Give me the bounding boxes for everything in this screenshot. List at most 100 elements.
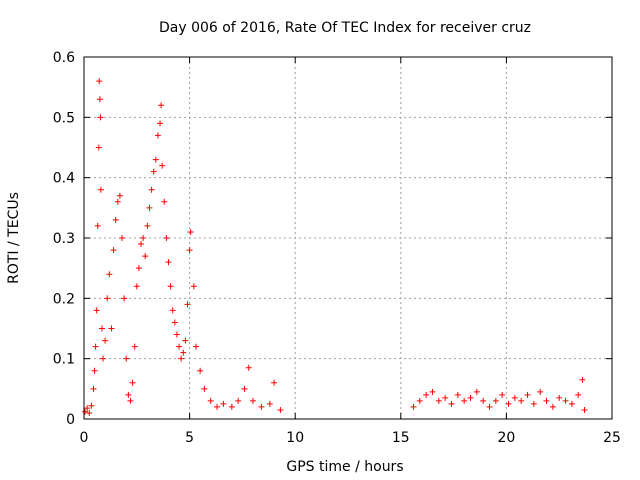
data-point — [518, 397, 525, 404]
data-point — [96, 96, 103, 103]
data-point — [258, 403, 265, 410]
y-tick-label: 0.6 — [53, 50, 75, 66]
x-tick-label: 20 — [497, 430, 515, 446]
data-point — [486, 403, 493, 410]
data-point — [93, 307, 100, 314]
y-axis-ticks: 0 0.1 0.2 0.3 0.4 0.5 0.6 — [53, 50, 612, 428]
data-point — [114, 198, 121, 205]
x-tick-label: 10 — [286, 430, 304, 446]
x-tick-label: 5 — [185, 430, 194, 446]
data-point — [106, 271, 113, 278]
data-point — [530, 400, 537, 407]
data-point — [150, 168, 157, 175]
data-point — [235, 397, 242, 404]
y-axis-label: ROTI / TECUs — [6, 192, 22, 284]
data-point — [207, 397, 214, 404]
data-point — [461, 397, 468, 404]
data-point — [82, 408, 89, 415]
data-point — [159, 162, 166, 169]
data-point — [201, 385, 208, 392]
data-point — [249, 397, 256, 404]
data-point — [148, 186, 155, 193]
data-point — [568, 400, 575, 407]
y-tick-label: 0.1 — [53, 352, 75, 368]
data-point — [171, 319, 178, 326]
data-point — [184, 301, 191, 308]
chart-title: Day 006 of 2016, Rate Of TEC Index for r… — [159, 20, 531, 36]
data-point — [127, 397, 134, 404]
data-point — [182, 337, 189, 344]
data-point — [154, 132, 161, 139]
data-point — [158, 102, 165, 109]
data-point — [429, 388, 436, 395]
data-point — [142, 253, 149, 260]
data-point — [186, 247, 193, 254]
data-point — [178, 355, 185, 362]
data-point — [144, 222, 151, 229]
data-point — [167, 283, 174, 290]
x-tick-label: 15 — [392, 430, 410, 446]
data-point — [266, 400, 273, 407]
data-point — [505, 400, 512, 407]
x-axis-ticks: 0 5 10 15 20 25 — [80, 57, 621, 446]
data-point — [125, 391, 132, 398]
data-point — [197, 367, 204, 374]
data-point — [129, 379, 136, 386]
data-point — [90, 385, 97, 392]
data-point — [104, 295, 111, 302]
data-point — [187, 228, 194, 235]
data-point — [579, 376, 586, 383]
data-point — [95, 144, 102, 151]
data-point — [492, 397, 499, 404]
data-point — [176, 343, 183, 350]
data-point — [165, 259, 172, 266]
data-point — [435, 397, 442, 404]
data-point — [121, 295, 128, 302]
data-point — [271, 379, 278, 386]
data-point — [92, 343, 99, 350]
y-tick-label: 0.4 — [53, 171, 75, 187]
y-tick-label: 0 — [66, 412, 75, 428]
data-point — [473, 388, 480, 395]
data-point — [133, 283, 140, 290]
data-point — [116, 192, 123, 199]
data-point — [157, 120, 164, 127]
data-point — [98, 325, 105, 332]
data-point — [146, 204, 153, 211]
data-point — [190, 283, 197, 290]
data-point — [220, 400, 227, 407]
data-point — [499, 391, 506, 398]
data-point — [102, 337, 109, 344]
data-point — [100, 355, 107, 362]
data-point — [140, 235, 147, 241]
y-tick-label: 0.5 — [53, 110, 75, 126]
data-point — [88, 402, 95, 409]
data-point — [524, 391, 531, 398]
y-tick-label: 0.3 — [53, 231, 75, 247]
data-point — [537, 388, 544, 395]
data-point — [241, 385, 248, 392]
data-point — [163, 235, 170, 241]
grid-lines — [84, 57, 612, 419]
data-point — [442, 394, 449, 401]
data-point — [214, 403, 221, 410]
data-point — [108, 325, 115, 332]
data-point — [581, 406, 588, 413]
data-point — [135, 265, 142, 272]
data-point — [97, 186, 104, 193]
data-point — [245, 364, 252, 371]
data-point — [575, 391, 582, 398]
data-point — [180, 349, 187, 356]
plot-frame — [83, 56, 613, 420]
x-axis-label: GPS time / hours — [286, 459, 403, 475]
data-point — [91, 367, 98, 374]
data-point — [410, 403, 417, 410]
data-point — [97, 114, 104, 121]
data-point — [454, 391, 461, 398]
data-point — [94, 222, 101, 229]
data-point — [161, 198, 168, 205]
data-point — [110, 247, 117, 254]
data-point — [96, 78, 103, 85]
data-point — [416, 397, 423, 404]
